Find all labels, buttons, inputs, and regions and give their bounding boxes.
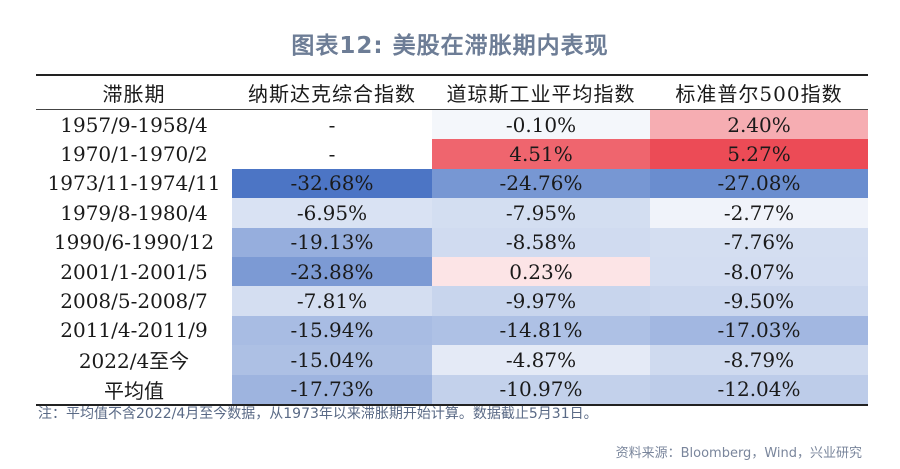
dow-value-cell: -14.81% — [432, 315, 650, 346]
nasdaq-value-cell: -19.13% — [232, 227, 432, 257]
period-label: 2011/4-2011/9 — [60, 318, 208, 343]
dow-value-cell: -9.97% — [432, 286, 650, 316]
period-label: 1957/9-1958/4 — [60, 112, 208, 137]
table-row: 1970/1-1970/2-4.51% 5.27% — [36, 139, 868, 169]
dow-value-cell: -0.10% — [432, 110, 650, 140]
chart-title: 图表12: 美股在滞胀期内表现 — [291, 33, 609, 59]
sp500-value-cell: -12.04% — [650, 374, 868, 404]
table-body: 1957/9-1958/4- -0.10% 2.40% 1970/1-1970/2-4… — [36, 110, 868, 404]
table-row: 2011/4-2011/9 -15.94% -14.81% -17.03% — [36, 315, 868, 346]
table-row: 1957/9-1958/4- -0.10% 2.40% — [36, 110, 868, 140]
dow-value-cell: -24.76% — [432, 168, 650, 199]
sp500-value-cell: 2.40% — [650, 110, 868, 140]
dow-value-cell: -7.95% — [432, 198, 650, 228]
performance-table: 滞胀期 纳斯达克综合指数 道琼斯工业平均指数 标准普尔500指数 1957/9-… — [36, 74, 868, 406]
header-sp500: 标准普尔500指数 — [675, 82, 843, 106]
dow-value-cell: 0.23% — [432, 256, 650, 287]
table-top-rule — [36, 74, 868, 76]
period-label: 2008/5-2008/7 — [60, 289, 208, 314]
dow-value-cell: 4.51% — [432, 139, 650, 169]
table-row: 1973/11-1974/11 -32.68% -24.76% -27.08% — [36, 168, 868, 199]
sp500-value-cell: 5.27% — [650, 139, 868, 169]
nasdaq-value-cell: -32.68% — [232, 168, 432, 199]
sp500-value-cell: -2.77% — [650, 198, 868, 228]
sp500-value-cell: -9.50% — [650, 286, 868, 316]
nasdaq-value-cell: -7.81% — [232, 286, 432, 316]
period-label: 2001/1-2001/5 — [60, 259, 208, 284]
period-label: 1979/8-1980/4 — [60, 200, 208, 225]
nasdaq-value-cell: -15.04% — [232, 345, 432, 375]
period-label: 1973/11-1974/11 — [47, 171, 221, 196]
header-period: 滞胀期 — [102, 82, 166, 106]
nasdaq-value-cell: - — [232, 110, 432, 140]
table-row: 2022/4至今 -15.04% -4.87% -8.79% — [36, 345, 868, 375]
nasdaq-value-cell: -17.73% — [232, 374, 432, 404]
sp500-value-cell: -7.76% — [650, 227, 868, 257]
footnote: 注：平均值不含2022/4月至今数据，从1973年以来滞胀期开始计算。数据截止5… — [38, 406, 598, 422]
table-row: 1990/6-1990/12 -19.13% -8.58% -7.76% — [36, 227, 868, 257]
sp500-value-cell: -17.03% — [650, 315, 868, 346]
header-dow: 道琼斯工业平均指数 — [446, 82, 636, 106]
nasdaq-value-cell: - — [232, 139, 432, 169]
period-label: 1970/1-1970/2 — [60, 142, 208, 167]
source-note: 资料来源：Bloomberg，Wind，兴业研究 — [615, 446, 862, 461]
period-label: 1990/6-1990/12 — [53, 230, 215, 255]
dow-value-cell: -8.58% — [432, 227, 650, 257]
period-label: 2022/4至今 — [78, 349, 190, 374]
table-header-row: 滞胀期 纳斯达克综合指数 道琼斯工业平均指数 标准普尔500指数 — [36, 76, 868, 110]
dow-value-cell: -10.97% — [432, 374, 650, 404]
table-bottom-rule — [36, 403, 868, 406]
period-label: 平均值 — [104, 378, 164, 403]
sp500-value-cell: -8.79% — [650, 345, 868, 375]
sp500-value-cell: -27.08% — [650, 168, 868, 199]
table-row: 2001/1-2001/5 -23.88% 0.23% -8.07% — [36, 256, 868, 287]
table-row: 2008/5-2008/7 -7.81% -9.97% -9.50% — [36, 286, 868, 316]
dow-value-cell: -4.87% — [432, 345, 650, 375]
sp500-value-cell: -8.07% — [650, 256, 868, 287]
nasdaq-value-cell: -6.95% — [232, 198, 432, 228]
nasdaq-value-cell: -23.88% — [232, 256, 432, 287]
header-nasdaq: 纳斯达克综合指数 — [248, 82, 416, 106]
nasdaq-value-cell: -15.94% — [232, 315, 432, 346]
table-row: 平均值 -17.73% -10.97% -12.04% — [36, 374, 868, 404]
table-row: 1979/8-1980/4 -6.95% -7.95% -2.77% — [36, 198, 868, 228]
